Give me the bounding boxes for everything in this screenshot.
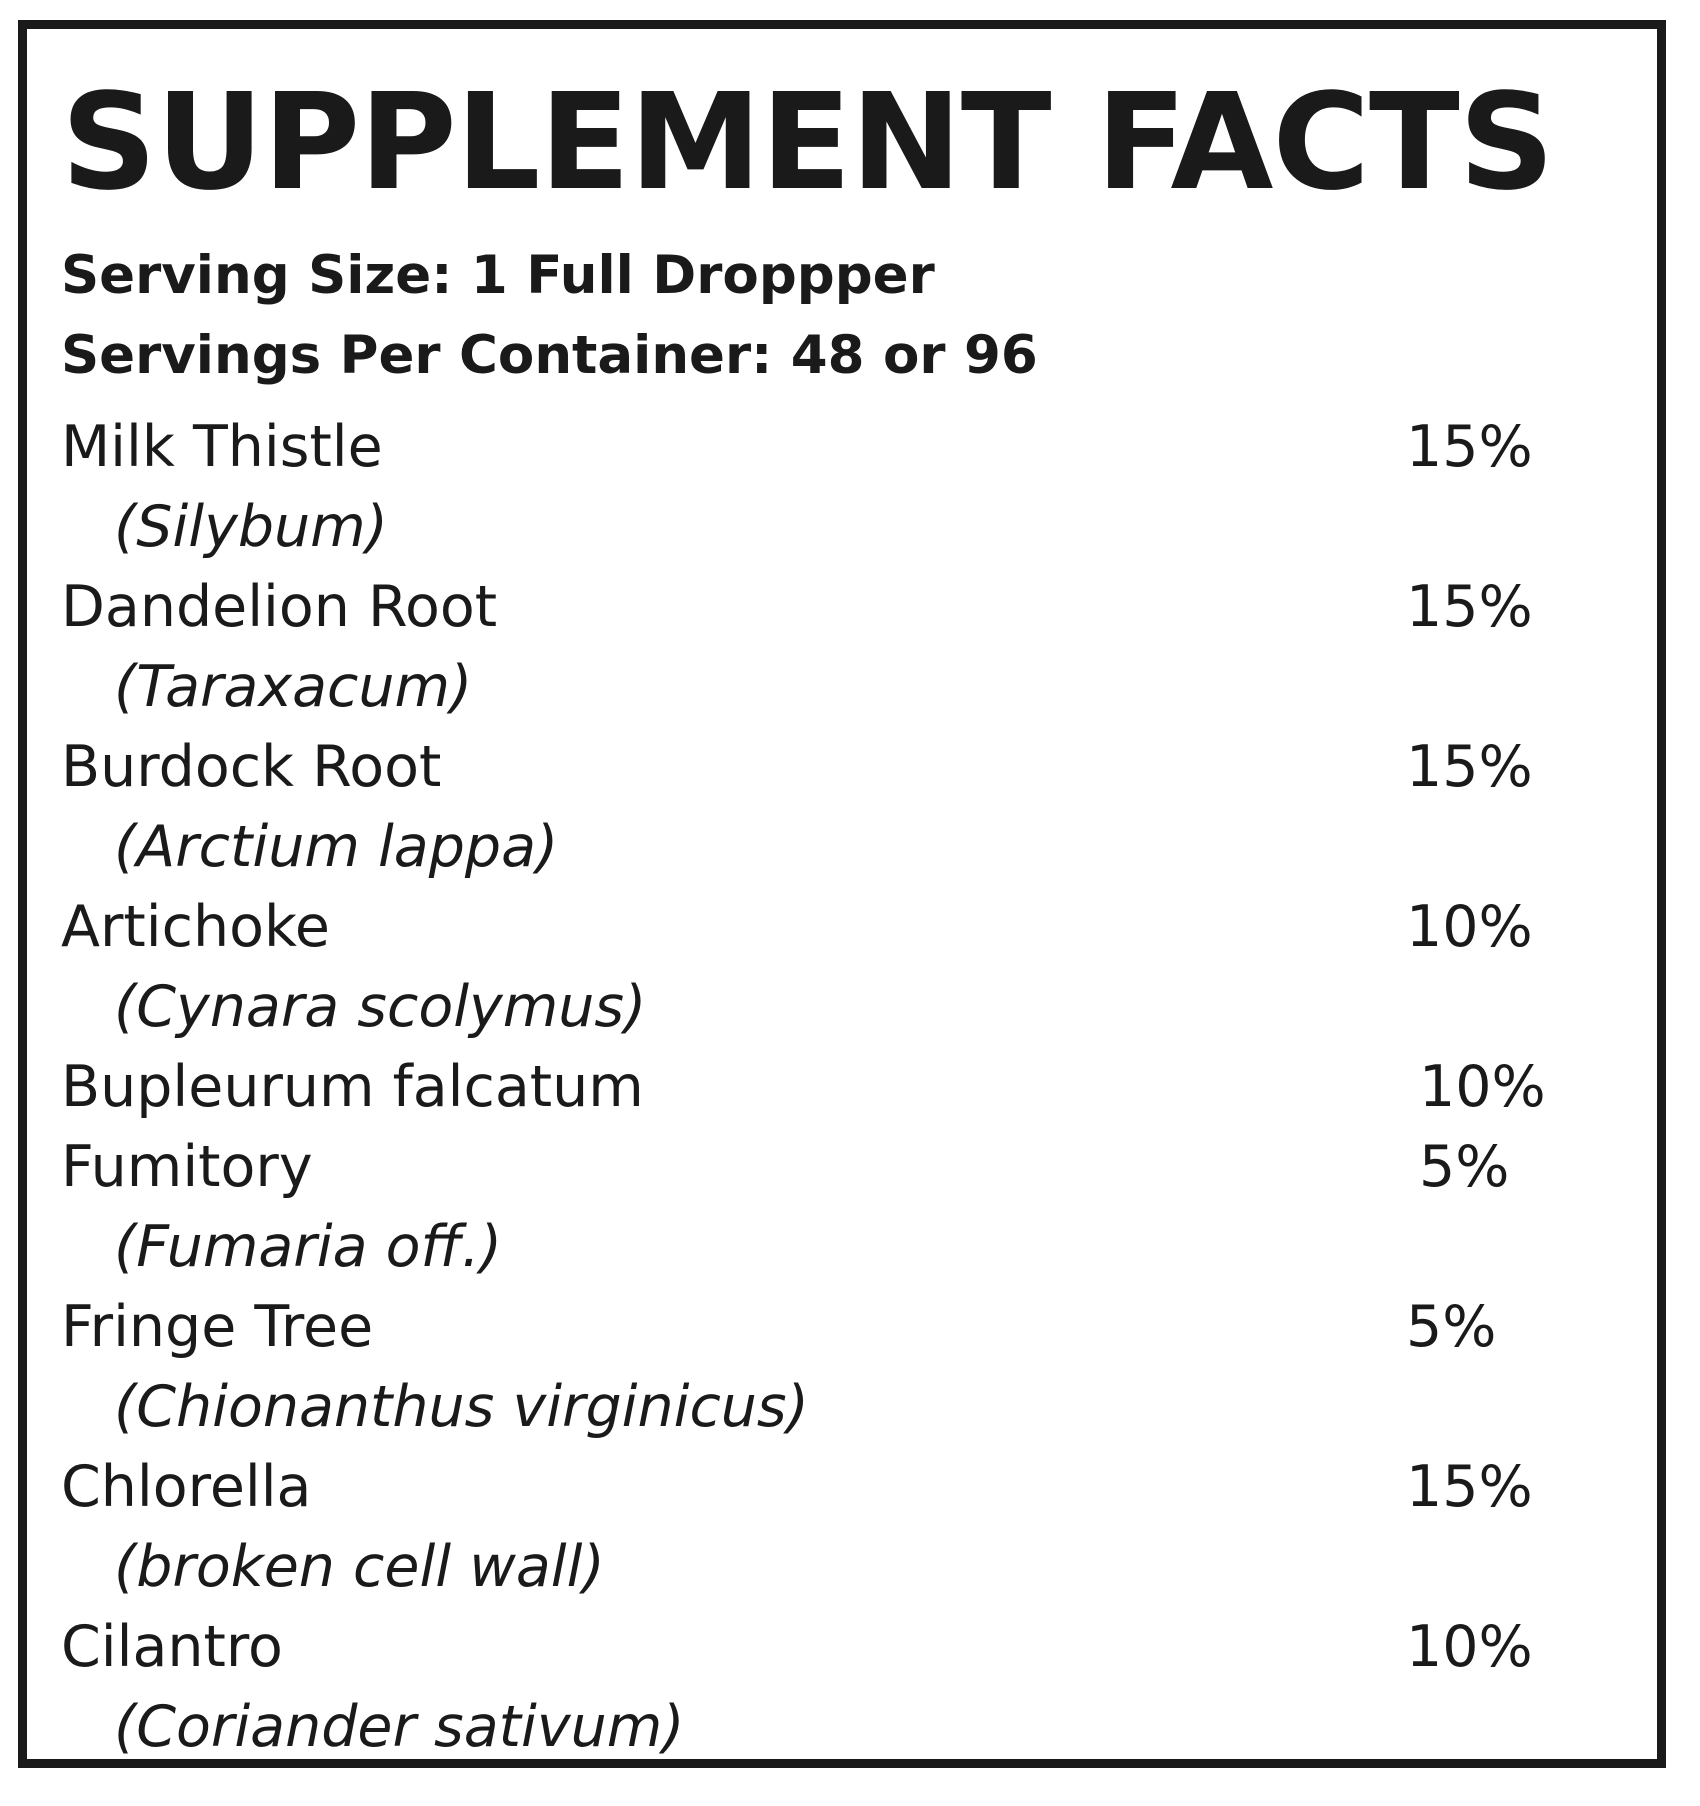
ingredient-latin-row: (Coriander sativum) (61, 1687, 1661, 1767)
ingredient-name: Artichoke (61, 894, 330, 960)
ingredient-latin-name: (Chionanthus virginicus) (114, 1374, 809, 1440)
ingredient-latin-row: (Silybum) (61, 487, 1661, 567)
ingredient-percent: 10% (1406, 1614, 1533, 1680)
supplement-facts-panel: SUPPLEMENT FACTS Serving Size: 1 Full Dr… (18, 20, 1666, 1768)
ingredient-latin-row: (Taraxacum) (61, 647, 1661, 727)
ingredient-percent: 15% (1406, 414, 1533, 480)
ingredient-percent: 10% (1406, 894, 1533, 960)
ingredient-name: Fumitory (61, 1134, 313, 1200)
ingredient-latin-name: (Fumaria off.) (114, 1214, 502, 1280)
ingredient-latin-name: (Arctium lappa) (114, 814, 559, 880)
ingredient-latin-row: (Arctium lappa) (61, 807, 1661, 887)
ingredient-row-cilantro: Cilantro 10% (61, 1607, 1661, 1687)
ingredient-percent: 15% (1406, 574, 1533, 640)
ingredient-name: Burdock Root (61, 734, 442, 800)
ingredient-latin-name: (Cynara scolymus) (114, 974, 647, 1040)
ingredient-percent: 10% (1419, 1054, 1546, 1120)
ingredient-percent: 15% (1406, 1454, 1533, 1520)
ingredient-name: Dandelion Root (61, 574, 498, 640)
ingredient-row-burdock-root: Burdock Root 15% (61, 727, 1661, 807)
ingredient-row-fumitory: Fumitory 5% (61, 1127, 1661, 1207)
ingredient-latin-name: (Silybum) (114, 494, 388, 560)
label-title: SUPPLEMENT FACTS (61, 66, 1555, 220)
ingredient-name: Bupleurum falcatum (61, 1054, 644, 1120)
servings-per-container: Servings Per Container: 48 or 96 (61, 325, 1038, 386)
ingredient-latin-row: (Chionanthus virginicus) (61, 1367, 1661, 1447)
ingredient-row-milk-thistle: Milk Thistle 15% (61, 407, 1661, 487)
ingredient-row-chlorella: Chlorella 15% (61, 1447, 1661, 1527)
ingredient-name: Fringe Tree (61, 1294, 374, 1360)
ingredient-name: Cilantro (61, 1614, 283, 1680)
ingredient-latin-row: (Cynara scolymus) (61, 967, 1661, 1047)
ingredient-percent: 5% (1406, 1294, 1497, 1360)
ingredient-name: Chlorella (61, 1454, 312, 1520)
ingredient-row-bupleurum: Bupleurum falcatum 10% (61, 1047, 1661, 1127)
ingredient-percent: 5% (1419, 1134, 1510, 1200)
ingredient-latin-name: (broken cell wall) (114, 1534, 605, 1600)
ingredient-percent: 15% (1406, 734, 1533, 800)
ingredient-row-dandelion-root: Dandelion Root 15% (61, 567, 1661, 647)
ingredient-latin-row: (Fumaria off.) (61, 1207, 1661, 1287)
ingredient-row-fringe-tree: Fringe Tree 5% (61, 1287, 1661, 1367)
ingredient-name: Milk Thistle (61, 414, 383, 480)
ingredient-latin-name: (Taraxacum) (114, 654, 473, 720)
serving-size: Serving Size: 1 Full Droppper (61, 245, 935, 306)
ingredient-list: Milk Thistle 15% (Silybum) Dandelion Roo… (61, 407, 1661, 1767)
ingredient-latin-name: (Coriander sativum) (114, 1694, 685, 1760)
ingredient-latin-row: (broken cell wall) (61, 1527, 1661, 1607)
ingredient-row-artichoke: Artichoke 10% (61, 887, 1661, 967)
